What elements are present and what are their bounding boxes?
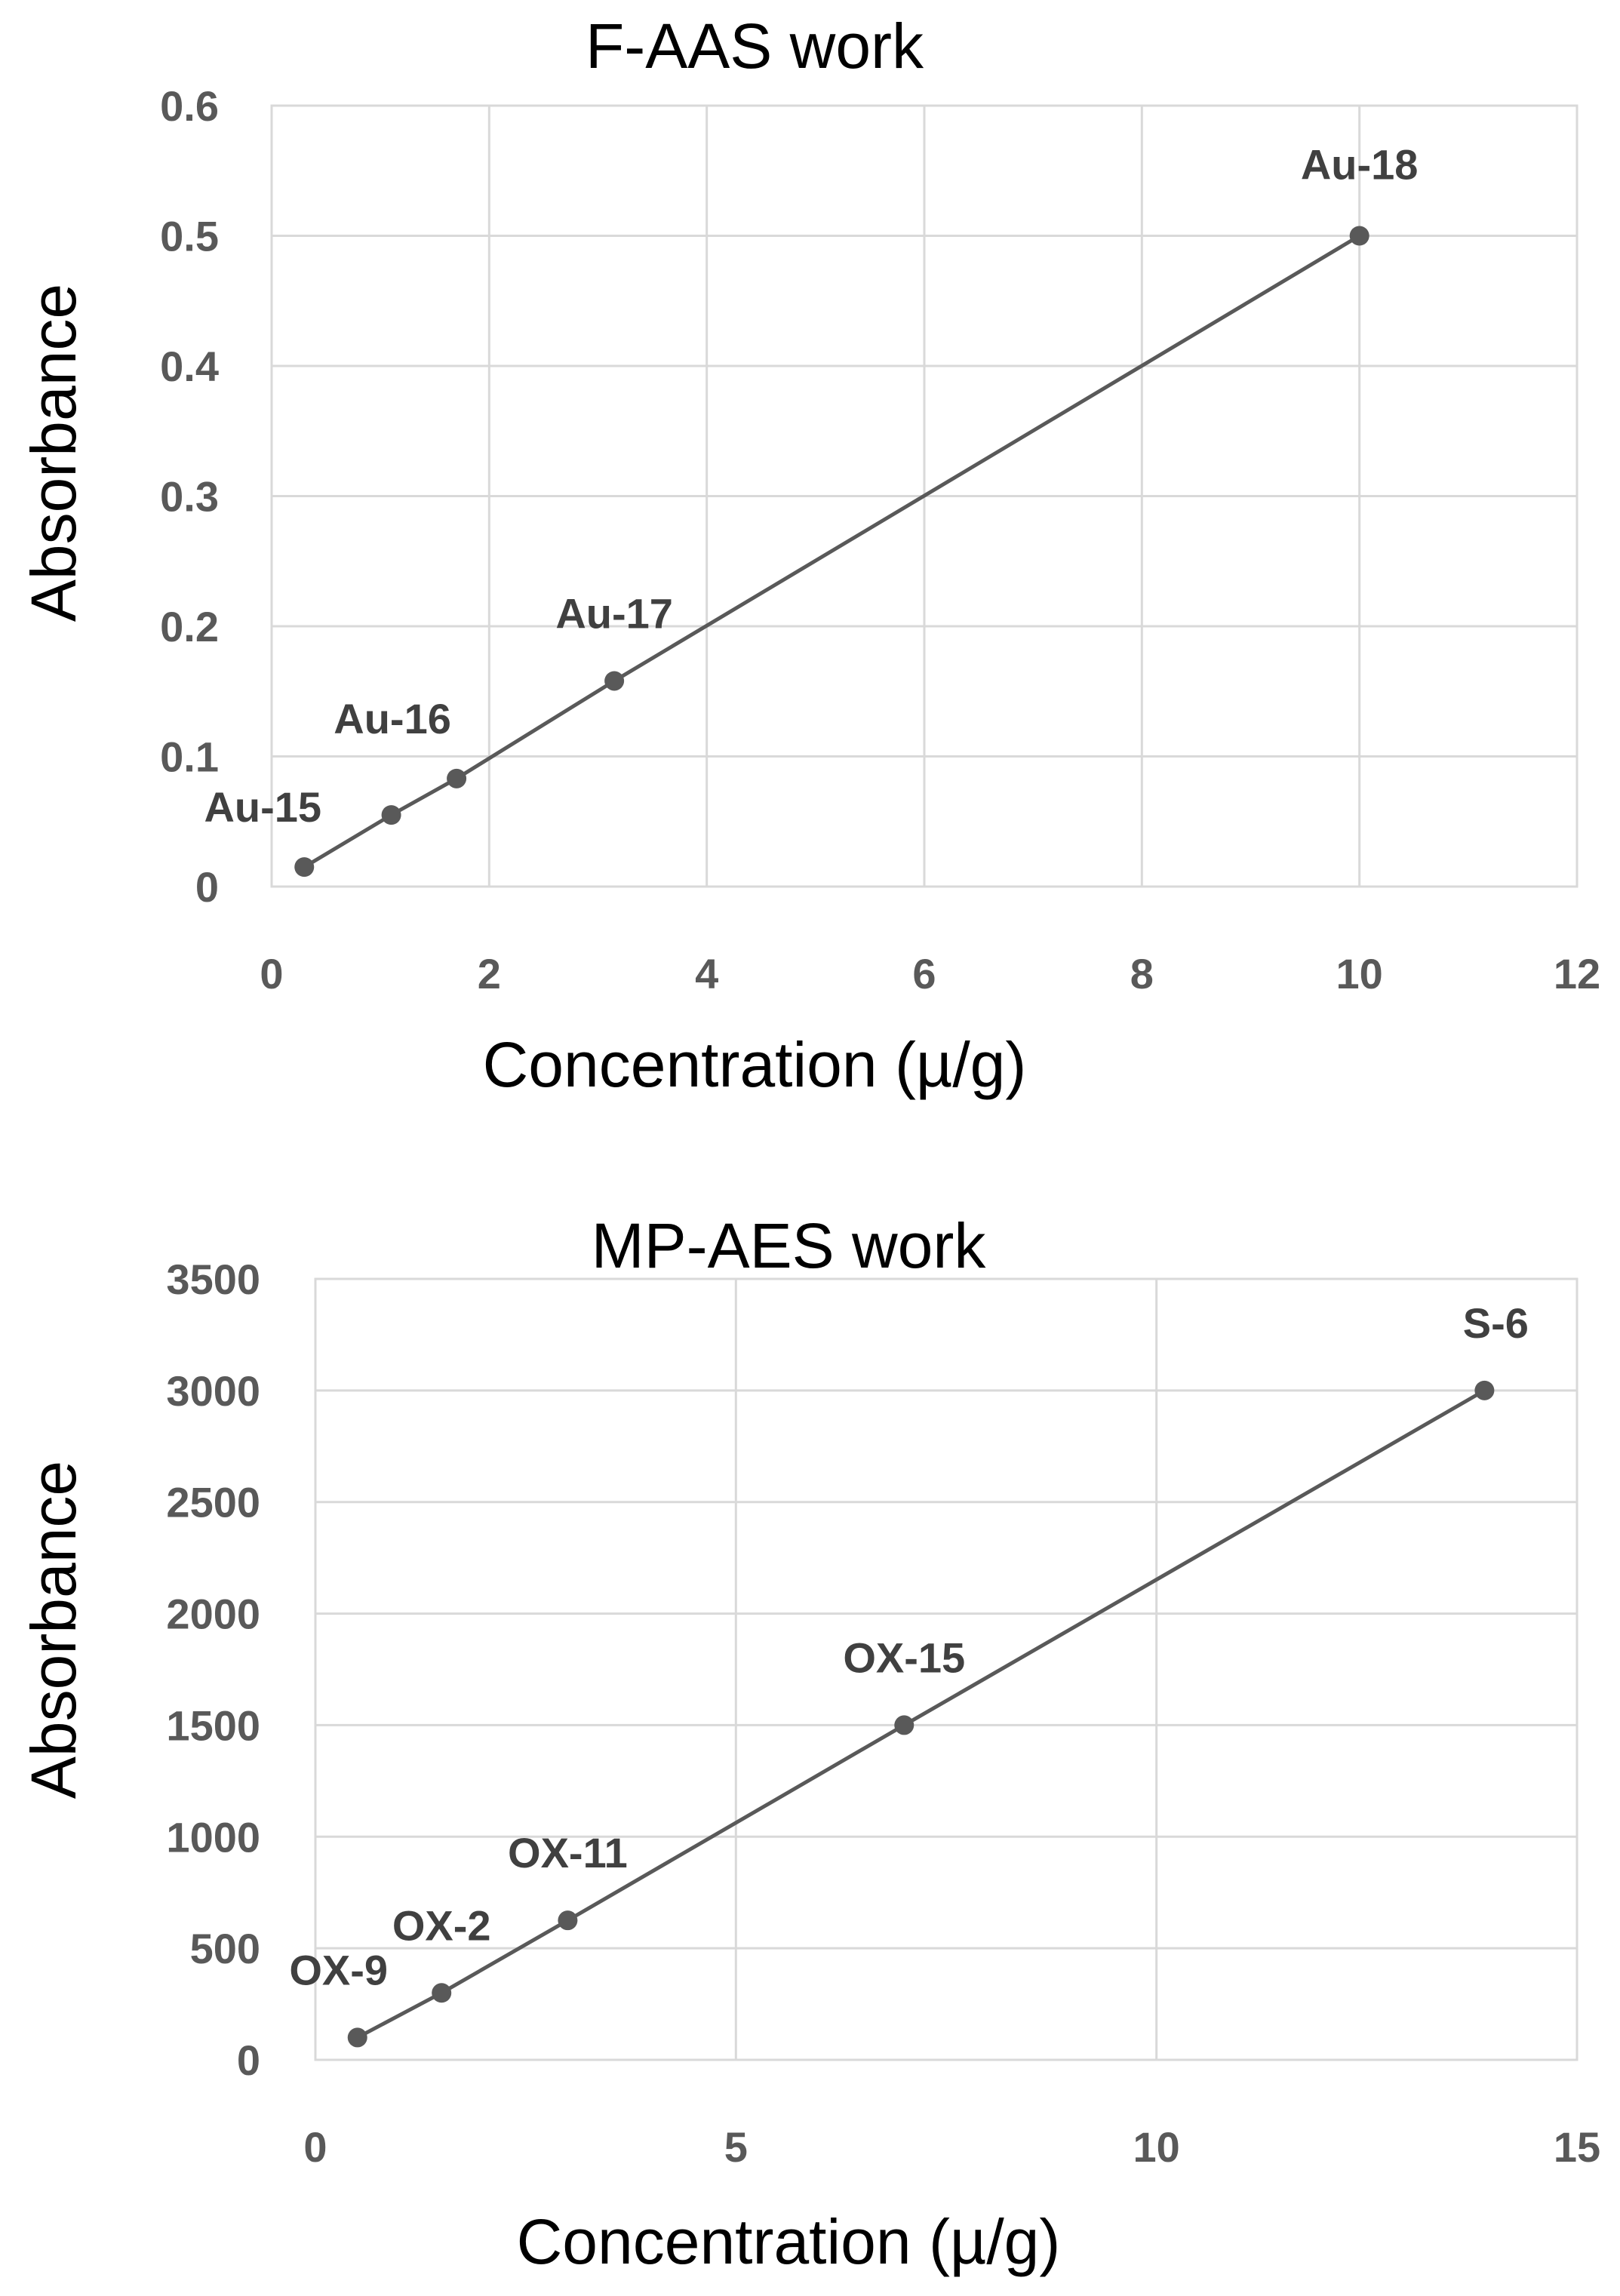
chart-1-plot-frame [270,104,1579,888]
chart-1-y-tick-label: 0.3 [160,473,219,521]
chart-1-data-point [381,805,401,825]
chart-2-y-tick-label: 2500 [166,1479,260,1526]
chart-2-x-tick-label: 10 [1133,2123,1180,2171]
chart-2-data-label: OX-9 [289,1946,388,1993]
chart-2-data-label: OX-15 [843,1634,965,1681]
chart-1-y-axis-label: Absorbance [18,284,89,622]
chart-2-y-tick-label: 1000 [166,1813,260,1861]
chart-1-y-tick-label: 0.2 [160,603,219,650]
chart-2-plot-frame [314,1277,1579,2061]
chart-2-x-axis-label: Concentration (µ/g) [517,2206,1061,2277]
chart-2-data-label: S-6 [1463,1299,1529,1347]
chart-1-x-axis-label: Concentration (µ/g) [483,1029,1027,1100]
chart-2-data-point [432,1983,452,2003]
chart-1-x-tick-label: 10 [1336,950,1383,997]
chart-1-data-label: Au-17 [555,589,673,637]
chart-2-data-point [894,1715,915,1735]
chart-2-x-tick-labels: 0 5 10 15 [303,2123,1600,2171]
chart-2-y-tick-labels: 0 500 1000 1500 2000 2500 3000 3500 [166,1256,260,2084]
chart-1-title: F-AAS work [586,11,924,81]
chart-2-data-label: OX-11 [508,1829,628,1876]
chart-1-series: Au-15 Au-16 Au-17 Au-18 [204,141,1418,878]
chart-2-data-point [558,1910,578,1931]
chart-1-y-tick-labels: 0 0.1 0.2 0.3 0.4 0.5 0.6 [160,82,219,911]
chart-mp-aes: MP-AES work 0 500 1000 1500 2000 2500 3000 3500… [18,1210,1600,2277]
chart-1-x-tick-label: 12 [1554,950,1600,997]
chart-2-title: MP-AES work [592,1210,987,1281]
chart-1-y-tick-label: 0.4 [160,343,219,390]
chart-1-y-tick-label: 0.5 [160,213,219,260]
chart-2-y-tick-label: 3500 [166,1256,260,1303]
chart-2-y-tick-label: 2000 [166,1591,260,1638]
chart-2-data-point [1474,1380,1495,1400]
chart-1-y-tick-label: 0.6 [160,82,219,130]
chart-2-series: OX-9OX-2 OX-11 OX-15 S-6 [289,1299,1529,2048]
chart-2-data-label: OX-2 [392,1901,491,1949]
chart-1-data-point [604,671,625,691]
chart-1-data-label: Au-15 [204,783,321,831]
chart-1-data-point [1349,226,1369,246]
chart-1-x-tick-label: 6 [912,950,936,997]
chart-2-data-point [347,2027,367,2048]
chart-f-aas: F-AAS work 0 0.1 0.2 0.3 0.4 0.5 0.6 0 2 4 6 8 10 12… [18,11,1600,1100]
chart-2-y-tick-label: 3000 [166,1367,260,1415]
chart-1-data-point [294,857,315,878]
chart-2-y-tick-label: 1500 [166,1701,260,1749]
chart-1-data-label: Au-18 [1301,141,1419,189]
chart-1-y-tick-label: 0.1 [160,733,219,781]
chart-2-y-tick-label: 0 [237,2036,260,2084]
chart-1-x-tick-label: 0 [260,950,283,997]
chart-1-x-tick-label: 8 [1130,950,1154,997]
chart-1-x-tick-label: 2 [478,950,501,997]
chart-1-x-tick-label: 4 [695,950,718,997]
chart-2-x-tick-label: 15 [1554,2123,1600,2171]
chart-2-series-line [356,1388,1486,2039]
chart-2-x-tick-label: 5 [724,2123,748,2171]
chart-2-y-tick-label: 500 [190,1925,260,1972]
chart-1-data-point [447,768,467,788]
chart-1-data-label: Au-16 [334,695,451,742]
chart-1-y-tick-label: 0 [195,863,219,911]
chart-1-x-tick-labels: 0 2 4 6 8 10 12 [260,950,1600,997]
chart-2-y-axis-label: Absorbance [18,1461,89,1799]
chart-2-x-tick-label: 0 [303,2123,327,2171]
